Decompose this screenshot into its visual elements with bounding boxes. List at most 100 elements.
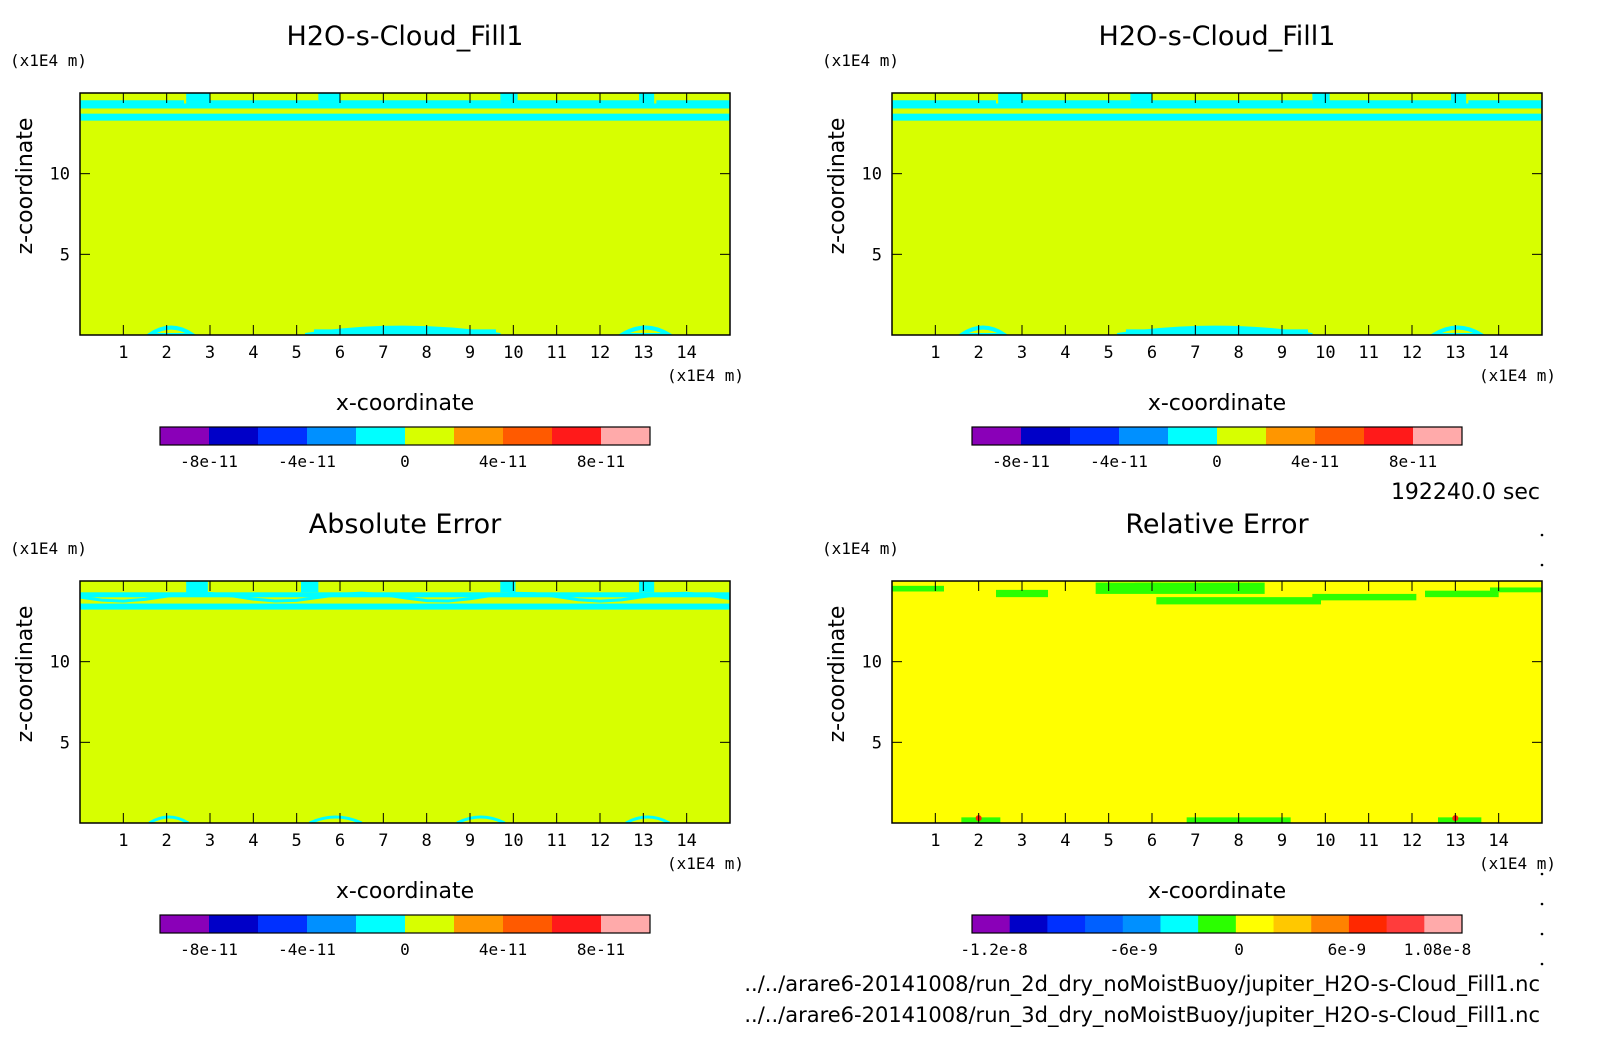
- x-tick-label: 9: [1277, 343, 1287, 363]
- cyan-notch: [500, 93, 518, 104]
- colorbar-frame: [971, 914, 1463, 934]
- x-tick-label: 11: [1358, 831, 1378, 851]
- colorbar-swatch: [258, 427, 308, 445]
- edge-dot: [1540, 962, 1544, 966]
- colorbar-swatch: [1119, 427, 1169, 445]
- cyan-bottom-contour: [456, 815, 506, 823]
- x-tick-label: 7: [378, 343, 388, 363]
- x-tick-label: 6: [1147, 343, 1157, 363]
- colorbar: -8e-11 -4e-11 0 4e-11 8e-11: [159, 914, 651, 959]
- colorbar-swatch: [1235, 915, 1275, 933]
- cyan-band-lower: [80, 113, 730, 121]
- colorbar-swatch: [1386, 915, 1425, 933]
- x-axis-label: x-coordinate: [1148, 879, 1286, 904]
- cyan-notch: [639, 581, 655, 593]
- y-axis-label: z-coordinate: [825, 606, 850, 743]
- cyan-notch: [186, 581, 208, 593]
- colorbar-swatch: [1315, 427, 1365, 445]
- green-patch: [996, 589, 1048, 598]
- cyan-band-top: [80, 103, 730, 109]
- chart-panel-3: Absolute Error(x1E4 m)1 2 3 4 5 6 7 8 9 10 11 12 13 1…: [10, 509, 744, 959]
- colorbar-swatch: [1217, 427, 1267, 445]
- panel-title: Absolute Error: [309, 509, 502, 540]
- cyan-notch: [318, 93, 340, 104]
- green-patch: [1425, 590, 1499, 598]
- colorbar-swatch: [601, 915, 651, 933]
- green-patch: [1312, 593, 1417, 601]
- colorbar-swatch: [1009, 915, 1048, 933]
- x-tick-label: 10: [1315, 343, 1335, 363]
- plot-frame: [891, 92, 1543, 336]
- plot-frame: [79, 580, 731, 824]
- y-tick-label: 10: [862, 165, 882, 185]
- cyan-band-top: [892, 103, 1542, 109]
- colorbar-swatch: [160, 427, 210, 445]
- x-tick-label: 5: [1104, 831, 1114, 851]
- colorbar-label: 8e-11: [577, 452, 625, 471]
- x-tick-label: 14: [1488, 343, 1508, 363]
- x-tick-label: 11: [546, 343, 566, 363]
- x-tick-label: 2: [974, 831, 984, 851]
- x-tick-label: 4: [1060, 343, 1070, 363]
- colorbar-label: -4e-11: [1090, 452, 1148, 471]
- x-tick-label: 8: [422, 831, 432, 851]
- colorbar-label: -8e-11: [180, 452, 238, 471]
- x-tick-label: 6: [335, 343, 345, 363]
- plot-frame: [79, 92, 731, 336]
- x-tick-label: 12: [590, 343, 610, 363]
- cyan-top-strip: [210, 100, 319, 105]
- x-tick-label: 1: [930, 343, 940, 363]
- x-axis-label: x-coordinate: [1148, 391, 1286, 416]
- cyan-top-strip: [80, 100, 184, 105]
- colorbar: -1.2e-8 -6e-9 0 6e-9 1.08e-8: [960, 914, 1471, 959]
- colorbar-frame: [971, 426, 1463, 446]
- chart-panel-2: H2O-s-Cloud_Fill1(x1E4 m)1 2 3 4 5 6 7 8 9 10 11 12…: [822, 21, 1556, 471]
- colorbar-swatch: [307, 427, 357, 445]
- colorbar-label: -8e-11: [992, 452, 1050, 471]
- file-path-2: ../../arare6-20141008/run_3d_dry_noMoist…: [744, 1003, 1540, 1028]
- cyan-band-lower: [892, 113, 1542, 121]
- y-tick-label: 5: [872, 733, 882, 753]
- x-tick-label: 10: [503, 343, 523, 363]
- y-unit-label: (x1E4 m): [822, 539, 899, 558]
- colorbar-swatch: [503, 427, 553, 445]
- cyan-bottom-contour: [148, 815, 190, 823]
- x-tick-label: 13: [633, 831, 653, 851]
- x-unit-label: (x1E4 m): [667, 854, 744, 873]
- x-tick-label: 6: [335, 831, 345, 851]
- colorbar-label: -4e-11: [278, 940, 336, 959]
- colorbar-swatch: [160, 915, 210, 933]
- green-patch: [892, 585, 944, 592]
- colorbar-label: 8e-11: [1389, 452, 1437, 471]
- panel-title: H2O-s-Cloud_Fill1: [287, 21, 524, 52]
- x-tick-label: 6: [1147, 831, 1157, 851]
- field-background: [80, 93, 730, 335]
- colorbar-swatch: [1424, 915, 1463, 933]
- cyan-bottom-fill: [1126, 329, 1308, 335]
- cyan-notch: [1451, 93, 1467, 104]
- cyan-top-strip: [1321, 100, 1451, 105]
- green-bottom-patch: [1438, 817, 1482, 823]
- heatmap-field: [80, 581, 730, 823]
- cyan-notch: [639, 93, 655, 104]
- green-patch: [1134, 582, 1161, 588]
- colorbar-swatch: [972, 915, 1011, 933]
- cyan-top-strip: [1468, 100, 1542, 105]
- cyan-bottom-contour: [625, 815, 671, 823]
- cyan-bottom-fill: [314, 329, 496, 335]
- cyan-top-strip: [1022, 100, 1131, 105]
- colorbar-swatch: [601, 427, 651, 445]
- x-tick-label: 8: [1234, 343, 1244, 363]
- y-tick-label: 5: [60, 733, 70, 753]
- cyan-error-contour: [80, 591, 730, 603]
- colorbar-swatch: [552, 427, 602, 445]
- y-axis-label: z-coordinate: [13, 606, 38, 743]
- x-axis-label: x-coordinate: [336, 879, 474, 904]
- time-label: 192240.0 sec: [1391, 480, 1540, 505]
- x-tick-label: 3: [205, 831, 215, 851]
- cyan-notch: [1130, 93, 1152, 104]
- y-unit-label: (x1E4 m): [10, 539, 87, 558]
- colorbar-label: -8e-11: [180, 940, 238, 959]
- green-patch: [1156, 597, 1321, 605]
- colorbar-swatch: [503, 915, 553, 933]
